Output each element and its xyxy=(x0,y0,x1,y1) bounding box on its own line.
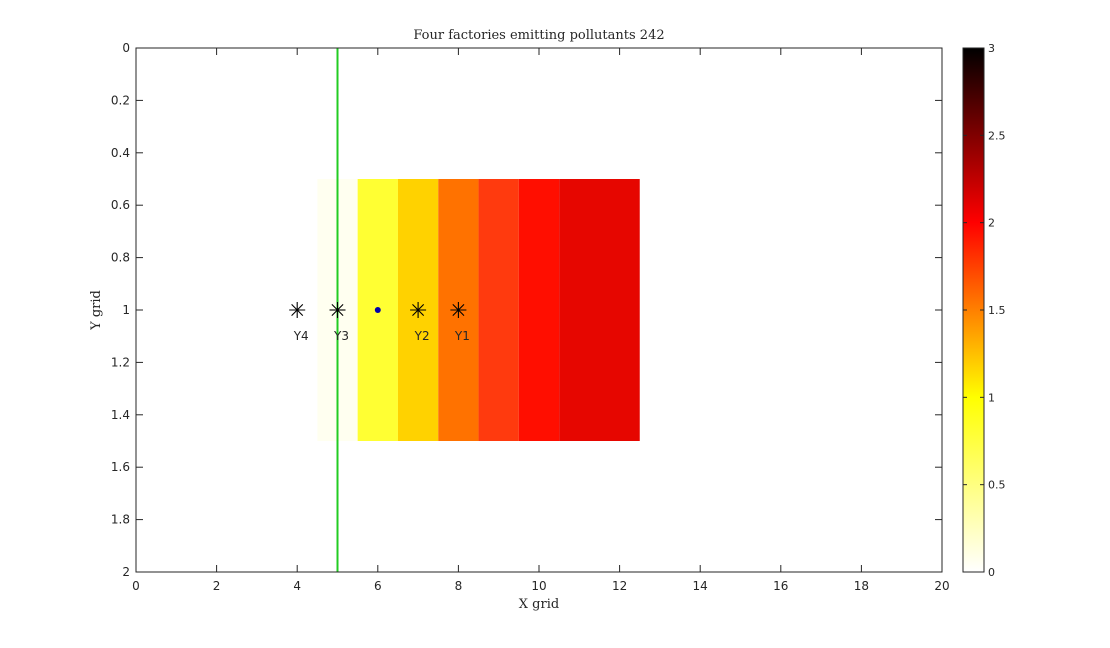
y-axis-label: Y grid xyxy=(89,290,104,331)
heatmap-cells xyxy=(317,179,640,441)
y-tick-label: 1.4 xyxy=(111,408,130,422)
colorbar-tick-label: 0 xyxy=(988,566,995,579)
x-tick-label: 0 xyxy=(132,579,140,593)
colorbar-ticks: 0 0.5 1 1.5 2 2.5 3 xyxy=(963,42,1006,579)
colorbar-tick-label: 2 xyxy=(988,217,995,230)
x-tick-label: 4 xyxy=(293,579,301,593)
factory-label: Y1 xyxy=(454,329,470,343)
x-tick-label: 10 xyxy=(531,579,546,593)
x-tick-label: 8 xyxy=(455,579,463,593)
colorbar-tick-label: 2.5 xyxy=(988,129,1006,142)
factory-markers: Y1 Y2 Y3 Y4 xyxy=(289,302,470,343)
heatmap-cell xyxy=(518,179,560,441)
y-tick-label: 1.8 xyxy=(111,513,130,527)
y-tick-label: 1.2 xyxy=(111,355,130,369)
y-tick-label: 0.2 xyxy=(111,93,130,107)
colorbar-tick-label: 1.5 xyxy=(988,304,1006,317)
data-point xyxy=(374,307,381,313)
x-tick-label: 6 xyxy=(374,579,382,593)
factory-marker-y1 xyxy=(450,302,467,318)
factory-marker-y2 xyxy=(410,302,427,318)
axes: 0 2 4 6 8 10 12 14 16 18 2000.20.40.60.811.21.41.6… xyxy=(111,41,950,593)
x-tick-label: 14 xyxy=(693,579,708,593)
y-tick-label: 1.6 xyxy=(111,460,130,474)
x-tick-label: 20 xyxy=(934,579,949,593)
colorbar-tick-label: 1 xyxy=(988,391,995,404)
y-tick-label: 0 xyxy=(122,41,130,55)
y-tick-label: 0.4 xyxy=(111,146,130,160)
factory-marker-y3 xyxy=(329,302,346,318)
y-tick-label: 1 xyxy=(122,303,130,317)
heatmap-cell xyxy=(478,179,519,441)
heatmap-cell xyxy=(559,179,640,441)
factory-marker-y4 xyxy=(289,302,306,318)
x-axis-label: X grid xyxy=(519,597,559,612)
factory-label: Y2 xyxy=(414,329,430,343)
x-tick-label: 2 xyxy=(213,579,221,593)
factory-label: Y4 xyxy=(293,329,309,343)
colorbar-tick-label: 0.5 xyxy=(988,479,1006,492)
chart-title: Four factories emitting pollutants 242 xyxy=(413,28,664,43)
y-tick-label: 0.6 xyxy=(111,198,130,212)
factory-label: Y3 xyxy=(333,329,349,343)
colorbar-tick-label: 3 xyxy=(988,42,995,55)
x-tick-label: 16 xyxy=(773,579,788,593)
x-tick-label: 18 xyxy=(854,579,869,593)
y-tick-label: 2 xyxy=(122,565,130,579)
x-tick-label: 12 xyxy=(612,579,627,593)
y-tick-label: 0.8 xyxy=(111,251,130,265)
